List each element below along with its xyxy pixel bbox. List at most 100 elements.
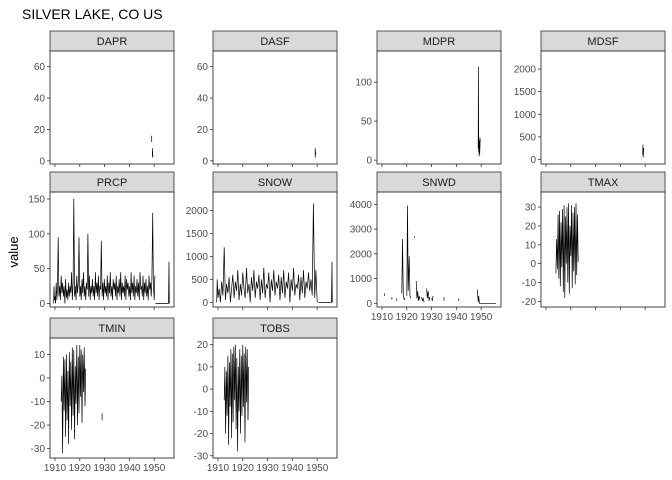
series-dasf-0 (314, 148, 317, 158)
facet-dasf: DASF 0 20 40 60 (197, 30, 338, 167)
x-tick-label-tmin-2: 1930 (93, 463, 116, 474)
series-mdpr-0 (477, 66, 481, 157)
x-tick-label-tobs-2: 1930 (256, 463, 279, 474)
panel-border-tobs (212, 337, 338, 459)
y-tick-label-tobs-2: -10 (194, 407, 209, 418)
panel-border-tmin (49, 337, 175, 459)
y-tick-label-mdpr-2: 100 (355, 78, 372, 89)
x-tick-label-tmin-0: 1910 (44, 463, 67, 474)
y-tick-label-tobs-4: 10 (197, 362, 209, 373)
y-tick-label-mdsf-1: 500 (519, 132, 536, 143)
y-axis-title: value (6, 236, 21, 267)
panel-border-snwd (376, 191, 502, 308)
y-tick-label-prcp-3: 150 (28, 194, 45, 205)
y-tick-label-dapr-0: 0 (39, 156, 45, 167)
series-snwd-5 (413, 236, 416, 238)
series-dapr-1 (152, 148, 154, 158)
panels-group: DAPR0204060DASF0204060MDPR050100MDSF0500… (28, 30, 666, 474)
panel-border-snow (212, 191, 338, 308)
x-tick-label-snwd-4: 1950 (470, 312, 493, 323)
y-tick-label-mdpr-0: 0 (366, 156, 372, 167)
series-prcp-0 (53, 198, 156, 304)
x-tick-label-snwd-3: 1940 (445, 312, 468, 323)
y-tick-label-tobs-1: -20 (194, 429, 209, 440)
facet-mdpr: MDPR 0 50 100 (355, 30, 502, 167)
series-snow-0 (216, 203, 318, 303)
y-tick-label-prcp-0: 0 (39, 299, 45, 310)
panel-border-dapr (49, 50, 175, 165)
y-tick-label-tmin-3: 0 (39, 374, 45, 385)
x-tick-label-snwd-1: 1920 (396, 312, 419, 323)
y-tick-label-snow-1: 500 (191, 275, 208, 286)
series-tmax-0 (555, 203, 579, 298)
y-tick-label-mdsf-4: 2000 (514, 65, 537, 76)
strip-label-tobs: TOBS (260, 323, 290, 335)
y-tick-label-tobs-0: -30 (194, 451, 209, 462)
x-tick-label-tmin-3: 1940 (118, 463, 141, 474)
y-tick-label-dasf-2: 40 (197, 94, 209, 105)
y-tick-label-prcp-2: 100 (28, 229, 45, 240)
strip-label-dasf: DASF (260, 36, 290, 48)
x-tick-label-snwd-0: 1910 (371, 312, 394, 323)
y-tick-label-dasf-1: 20 (197, 125, 209, 136)
y-tick-label-tmin-0: -30 (31, 444, 46, 455)
series-mdsf-0 (642, 144, 645, 158)
x-tick-label-tmin-4: 1950 (143, 463, 166, 474)
y-tick-label-tobs-3: 0 (202, 385, 208, 396)
facet-dapr: DAPR 0 20 40 60 (34, 30, 175, 167)
facet-snwd: SNWD 0 1000 2000 3000 4000 1910 1920 1930 1940 195… (350, 171, 502, 323)
panel-border-mdsf (540, 50, 666, 165)
strip-label-prcp: PRCP (97, 177, 128, 189)
series-snwd-12 (477, 289, 496, 304)
y-tick-label-dapr-1: 20 (34, 125, 46, 136)
x-tick-label-tobs-3: 1940 (281, 463, 304, 474)
y-tick-label-snwd-4: 4000 (350, 200, 373, 211)
panel-border-dasf (212, 50, 338, 165)
series-snwd-9 (431, 295, 434, 301)
y-tick-label-tmax-0: -20 (522, 297, 537, 308)
y-tick-label-tmin-1: -20 (31, 421, 46, 432)
y-tick-label-mdpr-1: 50 (361, 117, 373, 128)
x-tick-label-tobs-4: 1950 (306, 463, 329, 474)
y-tick-label-mdsf-0: 0 (530, 155, 536, 166)
y-tick-label-dapr-3: 60 (34, 62, 46, 73)
x-tick-label-tobs-1: 1920 (232, 463, 255, 474)
y-tick-label-snwd-1: 1000 (350, 274, 373, 285)
y-tick-label-snwd-2: 2000 (350, 249, 373, 260)
y-tick-label-snow-0: 0 (202, 298, 208, 309)
y-tick-label-snow-3: 1500 (186, 229, 209, 240)
y-tick-label-tmax-2: 0 (530, 259, 536, 270)
strip-label-snwd: SNWD (422, 177, 456, 189)
y-tick-label-tmax-4: 20 (525, 221, 537, 232)
y-tick-label-snow-2: 1000 (186, 252, 209, 263)
facet-prcp: PRCP 0 50 100 150 (28, 171, 175, 310)
x-tick-label-snwd-2: 1930 (420, 312, 443, 323)
y-tick-label-tmax-5: 30 (525, 203, 537, 214)
series-snwd-8 (426, 288, 431, 301)
y-tick-label-snwd-0: 0 (366, 299, 372, 310)
y-tick-label-tmax-3: 10 (525, 240, 537, 251)
series-tmin-0 (60, 345, 87, 454)
strip-label-mdsf: MDSF (587, 36, 618, 48)
panel-border-mdpr (376, 50, 502, 165)
series-prcp-1 (155, 261, 170, 304)
facet-tmin: TMIN -30 -20 -10 0 10 1910 1920 1930 1940 1950 (31, 317, 175, 474)
facet-tobs: TOBS -30 -20 -10 0 10 20 1910 1920 1930 1940 1950 (194, 317, 338, 474)
facet-tmax: TMAX -20 -10 0 10 20 30 (522, 171, 666, 310)
y-tick-label-prcp-1: 50 (34, 264, 46, 275)
series-snow-1 (318, 261, 333, 303)
y-tick-label-snwd-3: 3000 (350, 225, 373, 236)
y-tick-label-mdsf-2: 1000 (514, 110, 537, 121)
y-tick-label-tmin-2: -10 (31, 397, 46, 408)
strip-label-mdpr: MDPR (423, 36, 455, 48)
strip-label-tmax: TMAX (588, 177, 619, 189)
y-tick-label-tmin-4: 10 (34, 350, 46, 361)
y-tick-label-tobs-5: 20 (197, 340, 209, 351)
y-tick-label-dapr-2: 40 (34, 94, 46, 105)
series-tobs-0 (223, 344, 250, 452)
series-snwd-7 (421, 296, 425, 303)
facet-mdsf: MDSF 0 500 1000 1500 2000 (514, 30, 666, 167)
x-tick-label-tmin-1: 1920 (69, 463, 92, 474)
panel-border-tmax (540, 191, 666, 308)
